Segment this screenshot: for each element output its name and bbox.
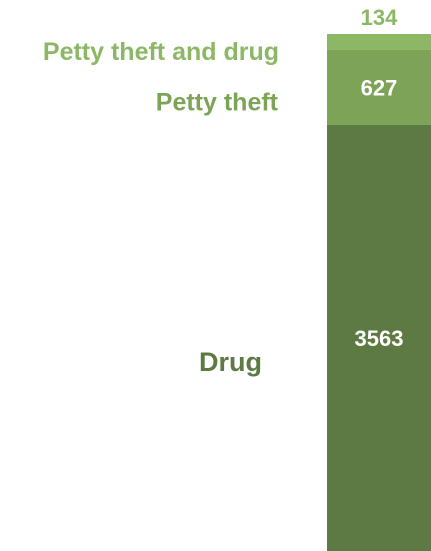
value-label-petty-theft: 627 (361, 76, 398, 101)
bar-segment-drug (327, 124, 431, 551)
value-label-petty-theft-and-drug: 134 (361, 5, 398, 30)
value-label-drug: 3563 (355, 326, 404, 351)
bar-segment-petty-theft (327, 50, 431, 125)
bar-segment-petty-theft-and-drug (327, 34, 431, 51)
series-label-petty-theft-and-drug: Petty theft and drug (43, 38, 279, 66)
series-label-petty-theft: Petty theft (156, 89, 279, 117)
series-label-drug: Drug (199, 347, 262, 377)
